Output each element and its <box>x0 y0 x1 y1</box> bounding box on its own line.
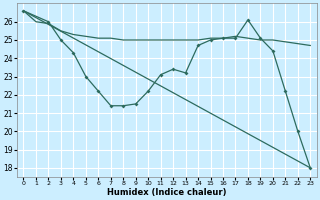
X-axis label: Humidex (Indice chaleur): Humidex (Indice chaleur) <box>107 188 227 197</box>
